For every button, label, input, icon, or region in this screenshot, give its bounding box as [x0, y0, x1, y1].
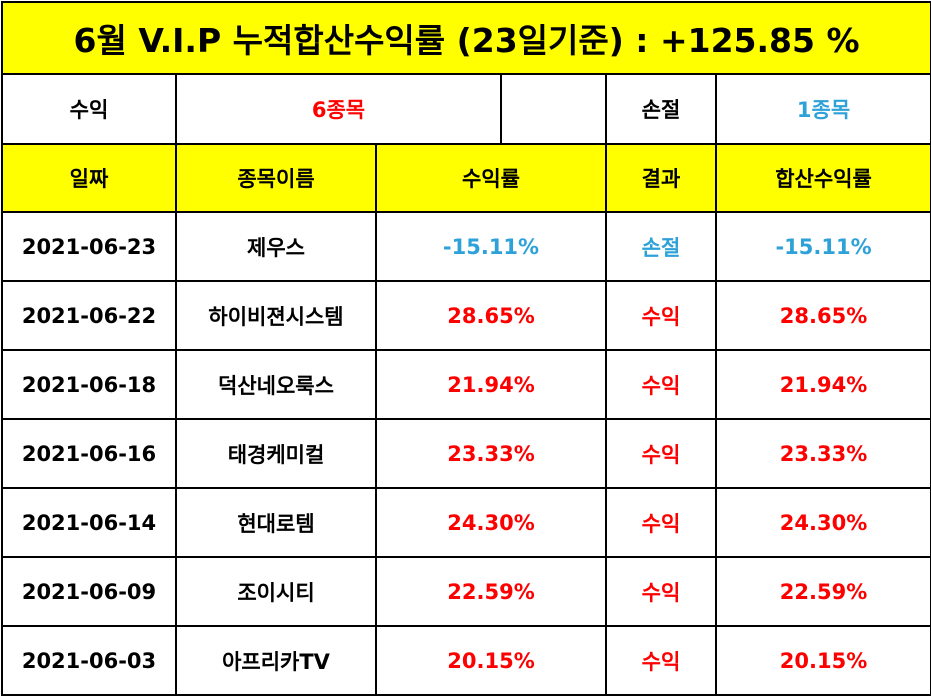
table-row: 2021-06-22 하이비젼시스템 28.65% 수익 28.65%: [1, 280, 931, 351]
row-return: 22.59%: [375, 556, 607, 627]
row-return: 24.30%: [375, 487, 607, 558]
row-return: 28.65%: [375, 280, 607, 351]
header-name: 종목이름: [175, 143, 377, 213]
row-result: 수익: [605, 487, 717, 558]
table-row: 2021-06-03 아프리카TV 20.15% 수익 20.15%: [1, 625, 931, 696]
row-name: 덕산네오룩스: [175, 349, 377, 420]
row-name: 아프리카TV: [175, 625, 377, 696]
header-return: 수익률: [375, 143, 607, 213]
row-name: 현대로템: [175, 487, 377, 558]
row-result: 손절: [605, 211, 717, 282]
row-result: 수익: [605, 625, 717, 696]
table-row: 2021-06-16 태경케미컬 23.33% 수익 23.33%: [1, 418, 931, 489]
header-result: 결과: [605, 143, 717, 213]
summary-row: 수익 6종목 손절 1종목: [1, 73, 931, 145]
row-cumulative: -15.11%: [714, 211, 931, 282]
table-row: 2021-06-23 제우스 -15.11% 손절 -15.11%: [1, 211, 931, 282]
loss-count: 1종목: [714, 73, 931, 145]
row-cumulative: 28.65%: [714, 280, 931, 351]
row-name: 조이시티: [175, 556, 377, 627]
row-cumulative: 20.15%: [714, 625, 931, 696]
row-cumulative: 21.94%: [714, 349, 931, 420]
loss-label: 손절: [605, 73, 717, 145]
row-date: 2021-06-03: [1, 625, 177, 696]
page-title: 6월 V.I.P 누적합산수익률 (23일기준) : +125.85 %: [0, 1, 931, 75]
row-date: 2021-06-23: [1, 211, 177, 282]
row-name: 하이비젼시스템: [175, 280, 377, 351]
profit-cell: 6종목: [175, 73, 607, 145]
table-row: 2021-06-18 덕산네오룩스 21.94% 수익 21.94%: [1, 349, 931, 420]
title-row: 6월 V.I.P 누적합산수익률 (23일기준) : +125.85 %: [0, 1, 931, 75]
row-name: 태경케미컬: [175, 418, 377, 489]
row-date: 2021-06-14: [1, 487, 177, 558]
table-row: 2021-06-09 조이시티 22.59% 수익 22.59%: [1, 556, 931, 627]
row-return: 23.33%: [375, 418, 607, 489]
row-date: 2021-06-18: [1, 349, 177, 420]
row-return: 21.94%: [375, 349, 607, 420]
row-return: 20.15%: [375, 625, 607, 696]
header-cumulative: 합산수익률: [714, 143, 931, 213]
header-row: 일짜 종목이름 수익률 결과 합산수익률: [1, 143, 931, 213]
row-date: 2021-06-16: [1, 418, 177, 489]
table-row: 2021-06-14 현대로템 24.30% 수익 24.30%: [1, 487, 931, 558]
empty-cell: [502, 76, 604, 142]
row-result: 수익: [605, 349, 717, 420]
profit-count: 6종목: [178, 76, 502, 142]
row-date: 2021-06-09: [1, 556, 177, 627]
row-date: 2021-06-22: [1, 280, 177, 351]
row-cumulative: 22.59%: [714, 556, 931, 627]
header-date: 일짜: [1, 143, 177, 213]
row-result: 수익: [605, 556, 717, 627]
profit-label: 수익: [1, 73, 177, 145]
row-cumulative: 23.33%: [714, 418, 931, 489]
row-return: -15.11%: [375, 211, 607, 282]
row-name: 제우스: [175, 211, 377, 282]
row-cumulative: 24.30%: [714, 487, 931, 558]
row-result: 수익: [605, 418, 717, 489]
row-result: 수익: [605, 280, 717, 351]
